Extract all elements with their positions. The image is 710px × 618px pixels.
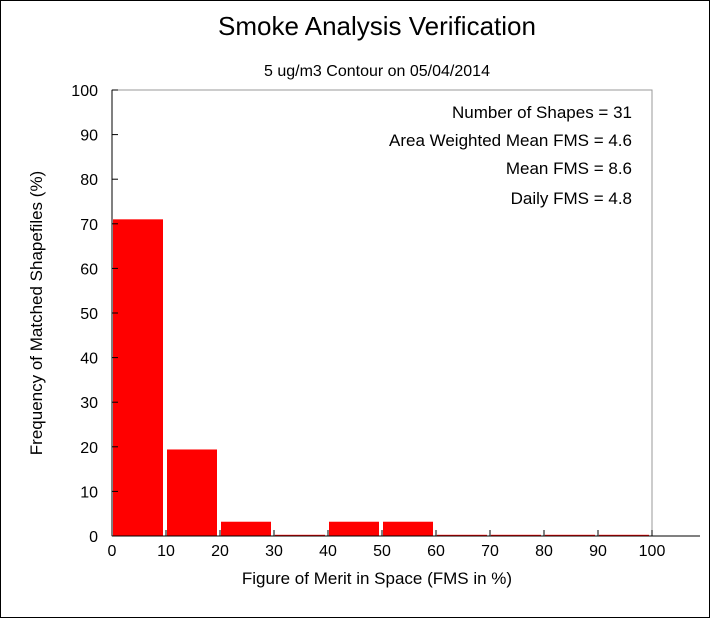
- histogram-bar-0-10: [113, 219, 163, 536]
- histogram-bar-90-100: [599, 534, 649, 536]
- annotation-daily-fms: Daily FMS = 4.8: [511, 189, 632, 208]
- x-tick-label: 10: [157, 543, 175, 560]
- x-tick-label: 20: [211, 543, 229, 560]
- x-tick-label: 40: [319, 543, 337, 560]
- histogram-bar-80-90: [545, 534, 595, 536]
- bars-group: [113, 219, 649, 536]
- stats-annotations: Number of Shapes = 31 Area Weighted Mean…: [389, 103, 632, 208]
- x-tick-label: 100: [639, 543, 666, 560]
- chart-subtitle: 5 ug/m3 Contour on 05/04/2014: [264, 63, 490, 80]
- y-tick-label: 40: [80, 351, 98, 368]
- x-axis-label: Figure of Merit in Space (FMS in %): [242, 569, 512, 588]
- x-tick-label: 70: [481, 543, 499, 560]
- x-ticks-group: 0 10 20 30 40 50 60 70 80 90 100: [108, 530, 666, 560]
- x-tick-label: 0: [108, 543, 117, 560]
- y-tick-label: 100: [71, 83, 98, 100]
- annotation-area-weighted-mean: Area Weighted Mean FMS = 4.6: [389, 131, 632, 150]
- histogram-bar-60-70: [437, 534, 487, 536]
- histogram-bar-50-60: [383, 521, 433, 536]
- histogram-bar-20-30: [221, 521, 271, 536]
- histogram-bar-70-80: [491, 534, 541, 536]
- annotation-mean-fms: Mean FMS = 8.6: [506, 159, 632, 178]
- y-axis-label: Frequency of Matched Shapefiles (%): [27, 171, 46, 455]
- x-tick-label: 30: [265, 543, 283, 560]
- annotation-number-of-shapes: Number of Shapes = 31: [452, 103, 632, 122]
- y-tick-label: 10: [80, 484, 98, 501]
- x-tick-label: 60: [427, 543, 445, 560]
- y-tick-label: 0: [89, 529, 98, 546]
- y-tick-label: 60: [80, 261, 98, 278]
- histogram-bar-10-20: [167, 449, 217, 536]
- x-tick-label: 90: [589, 543, 607, 560]
- histogram-bar-30-40: [275, 534, 325, 536]
- x-tick-label: 80: [535, 543, 553, 560]
- y-tick-label: 70: [80, 217, 98, 234]
- x-tick-label: 50: [373, 543, 391, 560]
- chart-title: Smoke Analysis Verification: [218, 11, 536, 41]
- y-ticks-group: 0 10 20 30 40 50 60 70 80 90 100: [71, 83, 118, 546]
- y-tick-label: 20: [80, 440, 98, 457]
- y-tick-label: 90: [80, 128, 98, 145]
- histogram-bar-40-50: [329, 521, 379, 536]
- plot-area: 0 10 20 30 40 50 60 70 80 90 100 0 10 20 30 40 50 60 70 80…: [71, 83, 700, 560]
- y-tick-label: 30: [80, 395, 98, 412]
- y-tick-label: 80: [80, 172, 98, 189]
- y-tick-label: 50: [80, 306, 98, 323]
